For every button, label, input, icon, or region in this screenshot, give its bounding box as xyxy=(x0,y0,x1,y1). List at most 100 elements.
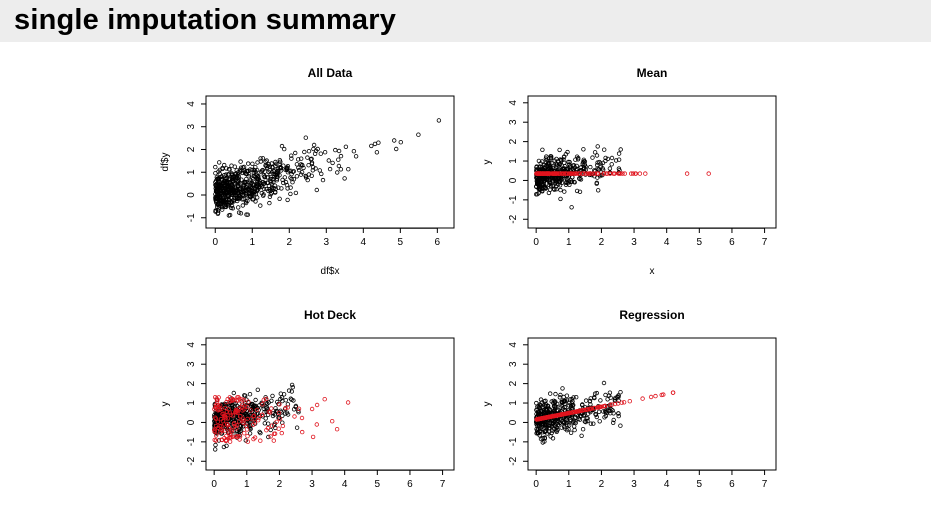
imputed-point xyxy=(283,405,288,411)
observed-point xyxy=(229,163,234,168)
imputed-point xyxy=(212,429,217,434)
imputed-point xyxy=(224,399,229,405)
observed-point xyxy=(539,182,545,188)
x-tick-label: 0 xyxy=(533,479,539,490)
imputed-point xyxy=(240,408,245,413)
imputed-point xyxy=(537,416,542,422)
imputed-point xyxy=(224,421,230,427)
imputed-point xyxy=(633,171,639,176)
observed-point xyxy=(255,387,260,392)
imputed-point xyxy=(228,412,233,417)
observed-point xyxy=(540,147,545,152)
imputed-point xyxy=(279,430,284,436)
chart-panel-3: Regression 0 1 2 3 4 5 6 7 -2 -1 0 1 2 3 4 y xyxy=(482,308,777,490)
observed-point xyxy=(603,155,608,161)
observed-point xyxy=(216,183,222,188)
imputed-point xyxy=(622,171,627,176)
chart-panel-0: All Data 0 1 2 3 4 5 6 -1 0 1 2 3 4 df$x df$y xyxy=(160,66,455,277)
imputed-point xyxy=(314,422,319,427)
observed-point xyxy=(218,183,223,188)
observed-point xyxy=(315,146,320,152)
observed-point xyxy=(584,416,589,421)
observed-point xyxy=(336,157,341,162)
observed-point xyxy=(213,198,219,203)
observed-point xyxy=(216,160,222,165)
imputed-point xyxy=(314,402,320,408)
observed-point xyxy=(237,181,243,186)
y-axis-label: y xyxy=(482,402,493,407)
observed-point xyxy=(568,430,574,435)
observed-point xyxy=(301,165,306,171)
observed-point xyxy=(602,415,607,420)
observed-point xyxy=(336,163,342,169)
observed-point xyxy=(213,208,219,213)
observed-point xyxy=(243,412,249,417)
observed-point xyxy=(534,164,539,169)
observed-point xyxy=(567,164,573,170)
observed-point xyxy=(242,180,248,185)
y-tick-label: 2 xyxy=(508,380,519,386)
observed-point xyxy=(591,421,596,426)
observed-point xyxy=(592,173,597,179)
chart-title: Mean xyxy=(637,66,668,80)
observed-point xyxy=(608,395,613,400)
imputed-point xyxy=(224,438,229,443)
imputed-point xyxy=(222,428,227,433)
observed-point xyxy=(562,164,568,169)
x-tick-label: 6 xyxy=(435,237,441,248)
y-tick-label: 4 xyxy=(186,101,197,107)
observed-point xyxy=(537,410,542,415)
observed-point xyxy=(538,397,544,402)
imputed-point xyxy=(330,419,335,424)
observed-point xyxy=(252,168,257,173)
x-tick-label: 2 xyxy=(287,237,293,248)
imputed-point xyxy=(557,171,563,176)
observed-point xyxy=(223,204,229,210)
observed-point xyxy=(606,408,612,414)
x-tick-label: 1 xyxy=(249,237,255,248)
observed-point xyxy=(290,385,295,390)
imputed-point xyxy=(221,411,226,416)
observed-point xyxy=(311,142,317,148)
observed-point xyxy=(577,176,582,182)
imputed-point xyxy=(292,414,297,419)
observed-point xyxy=(270,393,275,399)
imputed-point xyxy=(553,171,559,176)
observed-point xyxy=(611,411,616,416)
x-tick-label: 4 xyxy=(361,237,367,248)
imputed-point xyxy=(309,406,315,412)
imputed-point xyxy=(539,416,544,421)
observed-point xyxy=(234,188,239,193)
imputed-point xyxy=(237,434,243,439)
observed-point xyxy=(239,177,244,182)
observed-point xyxy=(231,192,237,198)
x-tick-label: 3 xyxy=(631,237,637,248)
imputed-point xyxy=(272,431,278,436)
observed-point xyxy=(247,167,253,172)
imputed-point xyxy=(269,406,274,411)
y-tick-label: 2 xyxy=(186,146,197,152)
observed-point xyxy=(577,176,582,181)
observed-point xyxy=(600,160,606,166)
chart-title: All Data xyxy=(308,66,353,80)
observed-point xyxy=(220,165,225,171)
chart-panel-2: Hot Deck 0 1 2 3 4 5 6 7 -2 -1 0 1 2 3 4 y xyxy=(160,308,455,490)
observed-point xyxy=(238,211,244,216)
observed-point xyxy=(270,165,275,170)
observed-point xyxy=(310,165,316,170)
observed-point xyxy=(537,164,542,170)
observed-point xyxy=(581,147,586,152)
observed-point xyxy=(550,166,556,171)
observed-point xyxy=(594,180,599,185)
observed-point xyxy=(274,169,279,174)
observed-point xyxy=(539,186,545,192)
observed-point xyxy=(226,213,232,218)
y-tick-label: 3 xyxy=(508,361,519,367)
chart-title: Hot Deck xyxy=(304,308,356,322)
imputed-point xyxy=(615,401,621,406)
observed-point xyxy=(609,162,614,167)
imputed-point xyxy=(260,412,265,417)
x-tick-label: 1 xyxy=(244,479,250,490)
observed-point xyxy=(280,177,285,183)
observed-point xyxy=(571,395,576,400)
